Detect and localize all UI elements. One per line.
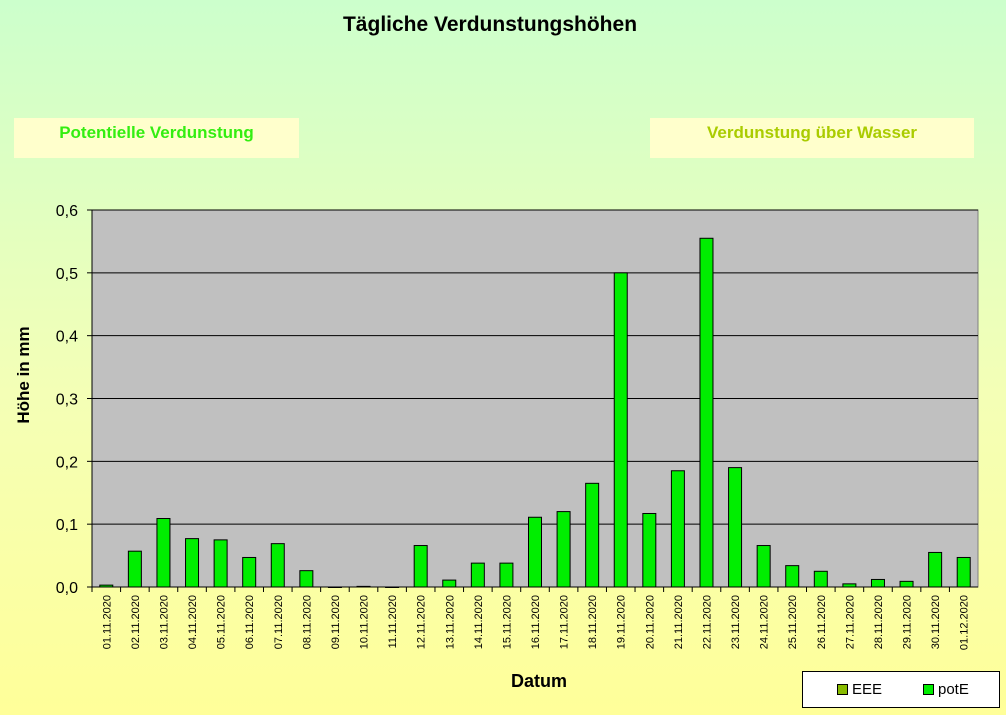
x-tick-label: 30.11.2020 [930, 595, 942, 649]
x-tick-label: 01.12.2020 [959, 595, 971, 650]
x-tick-label: 07.11.2020 [273, 595, 285, 649]
x-tick-labels: 01.11.2020 02.11.2020 03.11.2020 04.11.2020… [91, 587, 971, 650]
x-tick-label: 01.11.2020 [101, 595, 113, 649]
x-tick-label: 27.11.2020 [844, 595, 856, 649]
x-tick-label: 16.11.2020 [530, 595, 542, 649]
x-tick-label: 23.11.2020 [730, 595, 742, 649]
bar-pote [756, 545, 771, 588]
x-tick-label: 02.11.2020 [130, 595, 142, 649]
bar-pote [242, 556, 257, 588]
bar-pote [813, 570, 828, 588]
x-tick-label: 12.11.2020 [416, 595, 428, 649]
x-tick-label: 28.11.2020 [873, 595, 885, 649]
x-tick-label: 05.11.2020 [216, 595, 228, 649]
x-tick-label: 11.11.2020 [387, 595, 399, 648]
x-tick-label: 03.11.2020 [158, 595, 170, 649]
bar-pote [613, 272, 628, 588]
bars [99, 237, 971, 588]
x-tick-label: 13.11.2020 [444, 595, 456, 649]
bar-pote [99, 584, 114, 588]
bar-pote [356, 585, 371, 588]
x-tick-label: 04.11.2020 [187, 595, 199, 649]
y-tick-labels: 0,0 0,1 0,2 0,3 0,4 0,5 0,6 [56, 203, 92, 597]
bar-pote [670, 470, 685, 588]
bar-pote [556, 511, 571, 588]
x-tick-label: 10.11.2020 [359, 595, 371, 649]
chart-title: Tägliche Verdunstungshöhen [342, 13, 638, 36]
x-tick-label: 19.11.2020 [616, 595, 628, 649]
x-tick-label: 06.11.2020 [244, 595, 256, 649]
x-tick-label: 22.11.2020 [701, 595, 713, 649]
bar-pote [699, 237, 714, 588]
bar-pote [470, 562, 485, 588]
x-tick-label: 15.11.2020 [501, 595, 513, 649]
bar-pote [213, 539, 228, 588]
x-tick-label: 17.11.2020 [559, 595, 571, 649]
bar-pote [413, 545, 428, 588]
bar-pote [956, 556, 971, 588]
legend-swatch-pote [923, 684, 934, 695]
bar-pote [899, 580, 914, 588]
legend-label-eee: EEE [852, 681, 883, 698]
x-tick-label: 25.11.2020 [787, 595, 799, 649]
y-tick-label: 0,0 [56, 580, 78, 597]
x-tick-label: 09.11.2020 [330, 595, 342, 649]
bar-pote [728, 467, 743, 588]
bar-pote [785, 565, 800, 588]
bar-pote [928, 551, 943, 588]
y-tick-label: 0,3 [56, 392, 78, 409]
bar-pote [585, 482, 600, 588]
y-tick-label: 0,5 [56, 266, 78, 283]
bar-pote [327, 586, 342, 588]
bar-pote [127, 550, 142, 588]
bar-pote [185, 538, 200, 588]
legend: EEE potE [802, 671, 1000, 708]
x-tick-label: 08.11.2020 [301, 595, 313, 649]
x-tick-label: 21.11.2020 [673, 595, 685, 649]
y-tick-label: 0,4 [56, 329, 78, 346]
x-tick-label: 29.11.2020 [902, 595, 914, 649]
bar-pote [442, 579, 457, 588]
legend-item-pote: potE [923, 681, 969, 698]
bar-pote [270, 543, 285, 588]
bar-pote [528, 516, 542, 588]
legend-item-eee: EEE [837, 681, 882, 698]
potential-evaporation-label: Potentielle Verdunstung [14, 118, 299, 158]
x-tick-label: 20.11.2020 [644, 595, 656, 649]
bar-pote [299, 570, 314, 588]
y-axis-label: Höhe in mm [14, 326, 33, 423]
x-tick-label: 24.11.2020 [759, 595, 771, 649]
y-tick-label: 0,1 [56, 517, 78, 534]
bar-pote [156, 518, 171, 588]
x-tick-label: 14.11.2020 [473, 595, 485, 649]
legend-label-pote: potE [938, 681, 969, 698]
x-tick-label: 26.11.2020 [816, 595, 828, 649]
y-tick-label: 0,6 [56, 203, 78, 220]
water-evaporation-label: Verdunstung über Wasser [650, 118, 974, 158]
x-tick-label: 18.11.2020 [587, 595, 599, 649]
bar-pote [385, 586, 400, 588]
bar-pote [870, 578, 885, 588]
bar-pote [642, 512, 657, 588]
x-axis-label: Datum [511, 671, 567, 691]
bar-pote [499, 562, 514, 588]
bar-pote [842, 583, 857, 588]
legend-swatch-eee [837, 684, 848, 695]
y-tick-label: 0,2 [56, 454, 78, 471]
